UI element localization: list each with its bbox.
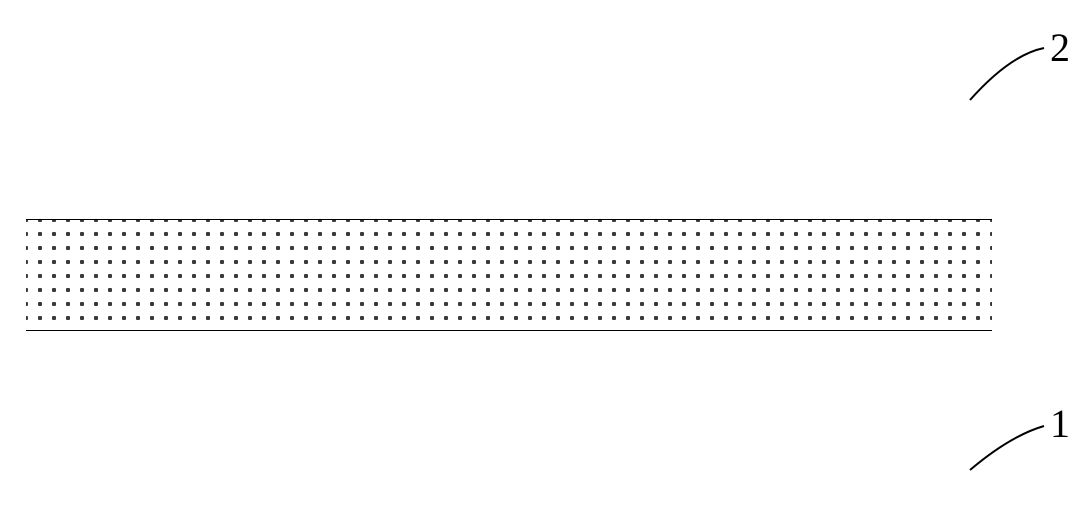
top-layer	[26, 12, 992, 219]
bottom-layer	[26, 331, 992, 510]
dotted-layer	[26, 219, 992, 331]
callout-label-2: 2	[1050, 24, 1070, 71]
diagram-canvas: 2 1	[0, 0, 1091, 523]
leader-line-2	[966, 44, 1048, 104]
leader-line-1	[966, 422, 1048, 474]
callout-label-1: 1	[1050, 400, 1070, 447]
